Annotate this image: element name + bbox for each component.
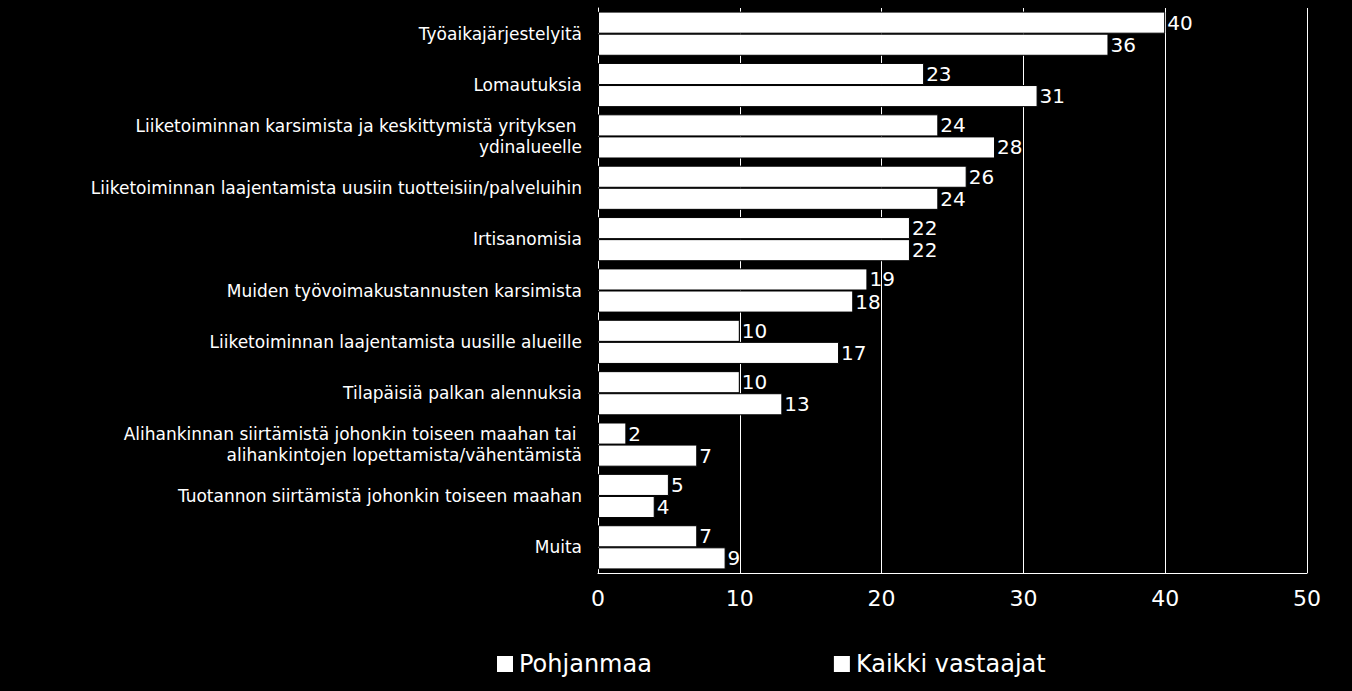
svg-text:20: 20: [868, 586, 896, 611]
svg-text:7: 7: [699, 444, 712, 468]
svg-text:Työaikajärjestelyitä: Työaikajärjestelyitä: [418, 24, 582, 44]
svg-text:18: 18: [855, 290, 880, 314]
svg-text:24: 24: [940, 113, 965, 137]
svg-text:5: 5: [671, 473, 684, 497]
svg-text:Lomautuksia: Lomautuksia: [473, 75, 582, 95]
svg-text:Muita: Muita: [535, 537, 582, 557]
svg-text:Alihankinnan siirtämistä johon: Alihankinnan siirtämistä johonkin toisee…: [124, 424, 582, 444]
svg-text:10: 10: [742, 319, 767, 343]
svg-text:Tilapäisiä palkan alennuksia: Tilapäisiä palkan alennuksia: [342, 383, 582, 403]
svg-text:Liiketoiminnan karsimista ja k: Liiketoiminnan karsimista ja keskittymis…: [135, 116, 582, 136]
svg-text:26: 26: [969, 165, 994, 189]
svg-text:10: 10: [726, 586, 754, 611]
svg-text:Irtisanomisia: Irtisanomisia: [473, 229, 582, 249]
svg-text:Liiketoiminnan laajentamista u: Liiketoiminnan laajentamista uusiin tuot…: [91, 178, 582, 198]
svg-text:Liiketoiminnan laajentamista u: Liiketoiminnan laajentamista uusille alu…: [210, 332, 583, 352]
svg-text:Pohjanmaa: Pohjanmaa: [519, 650, 652, 678]
svg-text:13: 13: [784, 392, 809, 416]
svg-text:36: 36: [1110, 33, 1135, 57]
svg-text:40: 40: [1167, 11, 1192, 35]
svg-text:40: 40: [1151, 586, 1179, 611]
svg-text:31: 31: [1040, 84, 1065, 108]
svg-text:24: 24: [940, 187, 965, 211]
svg-text:10: 10: [742, 370, 767, 394]
svg-text:Muiden työvoimakustannusten ka: Muiden työvoimakustannusten karsimista: [227, 281, 582, 301]
svg-text:7: 7: [699, 524, 712, 548]
svg-text:0: 0: [591, 586, 605, 611]
svg-text:9: 9: [728, 546, 741, 570]
svg-text:alihankintojen lopettamista/vä: alihankintojen lopettamista/vähentämistä: [227, 445, 582, 465]
svg-text:17: 17: [841, 341, 866, 365]
svg-text:28: 28: [997, 135, 1022, 159]
svg-text:30: 30: [1009, 586, 1037, 611]
svg-text:ydinalueelle: ydinalueelle: [479, 137, 582, 157]
svg-text:22: 22: [912, 238, 937, 262]
svg-text:Kaikki vastaajat: Kaikki vastaajat: [856, 650, 1046, 678]
svg-text:22: 22: [912, 216, 937, 240]
svg-text:19: 19: [869, 267, 894, 291]
svg-text:50: 50: [1293, 586, 1321, 611]
svg-text:Tuotannon siirtämistä johonkin: Tuotannon siirtämistä johonkin toiseen m…: [177, 486, 582, 506]
svg-text:23: 23: [926, 62, 951, 86]
svg-text:2: 2: [628, 422, 641, 446]
svg-text:4: 4: [657, 495, 670, 519]
